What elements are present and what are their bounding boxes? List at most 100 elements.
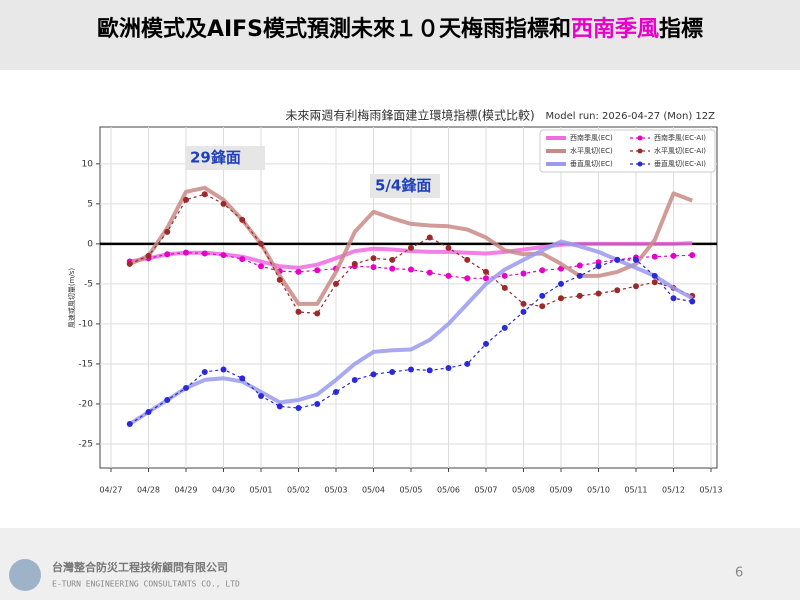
title-part: 指標: [659, 17, 703, 42]
legend-label: 西南季風(EC-AI): [654, 133, 706, 142]
x-tick-label: 05/05: [399, 486, 422, 495]
data-point: [445, 272, 452, 279]
data-point: [483, 275, 489, 282]
data-point: [426, 234, 433, 241]
data-point: [295, 268, 302, 275]
y-tick-label: 0: [87, 239, 93, 249]
data-point: [426, 269, 433, 276]
data-point: [295, 308, 302, 315]
data-point: [370, 264, 377, 271]
x-tick-label: 05/07: [474, 486, 497, 495]
x-tick-label: 05/06: [437, 486, 460, 495]
data-point: [614, 256, 621, 263]
y-tick-label: -25: [78, 439, 93, 449]
data-point: [633, 256, 639, 263]
data-point: [351, 260, 358, 267]
data-point: [126, 420, 133, 427]
data-point: [370, 255, 377, 262]
data-point: [539, 292, 546, 299]
data-point: [576, 272, 583, 279]
data-point: [689, 252, 696, 259]
data-point: [333, 280, 339, 287]
x-tick-label: 05/09: [549, 486, 572, 495]
legend-label: 水平風切(EC): [570, 146, 613, 155]
data-point: [558, 295, 564, 302]
data-point: [351, 376, 358, 383]
data-point: [389, 368, 396, 375]
data-point: [539, 303, 546, 310]
annotation: 5/4鋒面: [375, 177, 431, 195]
data-point: [183, 249, 189, 256]
data-point: [651, 279, 658, 286]
data-point: [183, 196, 189, 203]
series-line: [128, 239, 694, 426]
data-point: [501, 272, 508, 279]
chart-title: 未來兩週有利梅雨鋒面建立環境指標(模式比較): [285, 108, 534, 123]
y-tick-label: -15: [78, 359, 93, 369]
data-point: [183, 384, 189, 391]
data-point: [670, 295, 677, 302]
data-point: [126, 260, 133, 267]
slide-title: 歐洲模式及AIFS模式預測未來１０天梅雨指標和西南季風指標: [97, 16, 703, 42]
data-point: [239, 256, 246, 263]
annotation-box: [185, 146, 265, 170]
x-tick-label: 05/12: [662, 486, 685, 495]
data-point: [614, 287, 621, 294]
page-number: 6: [735, 566, 743, 581]
y-tick-label: -10: [78, 319, 93, 329]
data-point: [445, 364, 452, 371]
data-point: [389, 265, 396, 272]
data-point: [220, 366, 227, 373]
data-point: [314, 267, 321, 274]
data-point: [258, 263, 264, 270]
legend-box: [539, 129, 716, 173]
data-point: [276, 403, 283, 410]
data-point: [164, 228, 171, 235]
data-point: [145, 408, 152, 415]
data-point: [651, 272, 658, 279]
y-tick-label: 10: [82, 159, 94, 169]
data-point: [145, 252, 152, 259]
annotation: 29鋒面: [190, 149, 241, 167]
y-tick-label: -20: [78, 399, 93, 409]
data-point: [314, 400, 321, 407]
x-tick-label: 05/02: [287, 486, 310, 495]
data-point: [539, 267, 546, 274]
data-point: [239, 375, 246, 382]
title-part: 西南季風: [571, 17, 659, 42]
data-point: [370, 371, 377, 378]
legend-label: 垂直風切(EC): [570, 159, 613, 168]
data-point: [389, 256, 396, 263]
company: 台灣整合防災工程技術顧問有限公司: [52, 560, 228, 574]
footer-band: [0, 528, 800, 600]
data-point: [408, 266, 414, 273]
data-point: [558, 280, 564, 287]
data-point: [595, 263, 602, 270]
x-tick-label: 05/10: [587, 486, 610, 495]
data-point: [239, 216, 246, 223]
data-point: [520, 300, 527, 307]
data-point: [595, 290, 602, 297]
data-point: [201, 368, 208, 375]
data-point: [483, 340, 489, 347]
x-tick-label: 05/11: [624, 486, 647, 495]
data-point: [201, 250, 208, 257]
x-tick-label: 04/27: [99, 486, 122, 495]
data-point: [576, 262, 583, 269]
logo: [9, 559, 41, 591]
annotation-box: [370, 174, 440, 198]
legend-label: 西南季風(EC): [570, 133, 613, 142]
data-point: [258, 392, 264, 399]
x-tick-label: 05/08: [512, 486, 535, 495]
data-point: [520, 308, 527, 315]
legend-label: 水平風切(EC-AI): [654, 146, 706, 155]
data-point: [520, 270, 527, 277]
legend-dot: [637, 161, 643, 167]
data-point: [408, 366, 414, 373]
y-tick-label: -5: [84, 279, 93, 289]
data-point: [333, 388, 339, 395]
data-point: [408, 244, 414, 251]
x-tick-label: 05/03: [324, 486, 347, 495]
data-point: [483, 268, 489, 275]
